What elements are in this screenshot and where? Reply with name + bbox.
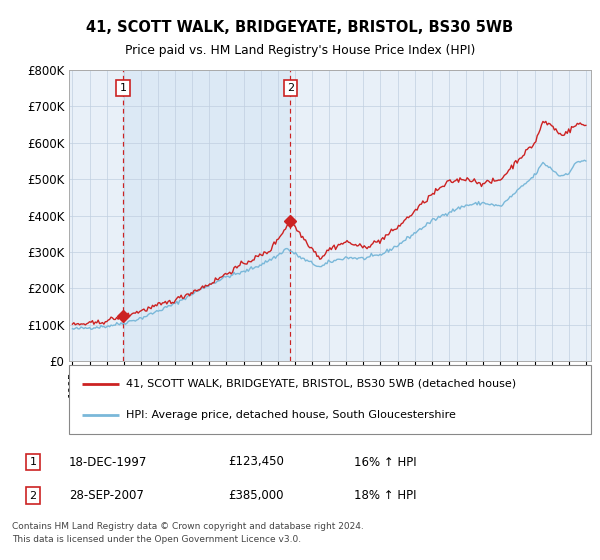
Text: 16% ↑ HPI: 16% ↑ HPI xyxy=(354,455,416,469)
Text: 18-DEC-1997: 18-DEC-1997 xyxy=(69,455,148,469)
Text: 2: 2 xyxy=(287,83,294,93)
Text: 18% ↑ HPI: 18% ↑ HPI xyxy=(354,489,416,502)
Text: 1: 1 xyxy=(119,83,127,93)
Text: £123,450: £123,450 xyxy=(228,455,284,469)
FancyBboxPatch shape xyxy=(69,365,591,434)
Text: 41, SCOTT WALK, BRIDGEYATE, BRISTOL, BS30 5WB (detached house): 41, SCOTT WALK, BRIDGEYATE, BRISTOL, BS3… xyxy=(127,379,517,389)
Text: 2: 2 xyxy=(29,491,37,501)
Text: 28-SEP-2007: 28-SEP-2007 xyxy=(69,489,144,502)
Text: £385,000: £385,000 xyxy=(228,489,284,502)
Text: HPI: Average price, detached house, South Gloucestershire: HPI: Average price, detached house, Sout… xyxy=(127,410,456,421)
Bar xyxy=(123,70,290,361)
Text: Price paid vs. HM Land Registry's House Price Index (HPI): Price paid vs. HM Land Registry's House … xyxy=(125,44,475,57)
Text: 1: 1 xyxy=(29,457,37,467)
Text: 41, SCOTT WALK, BRIDGEYATE, BRISTOL, BS30 5WB: 41, SCOTT WALK, BRIDGEYATE, BRISTOL, BS3… xyxy=(86,20,514,35)
Text: Contains HM Land Registry data © Crown copyright and database right 2024.
This d: Contains HM Land Registry data © Crown c… xyxy=(12,522,364,544)
